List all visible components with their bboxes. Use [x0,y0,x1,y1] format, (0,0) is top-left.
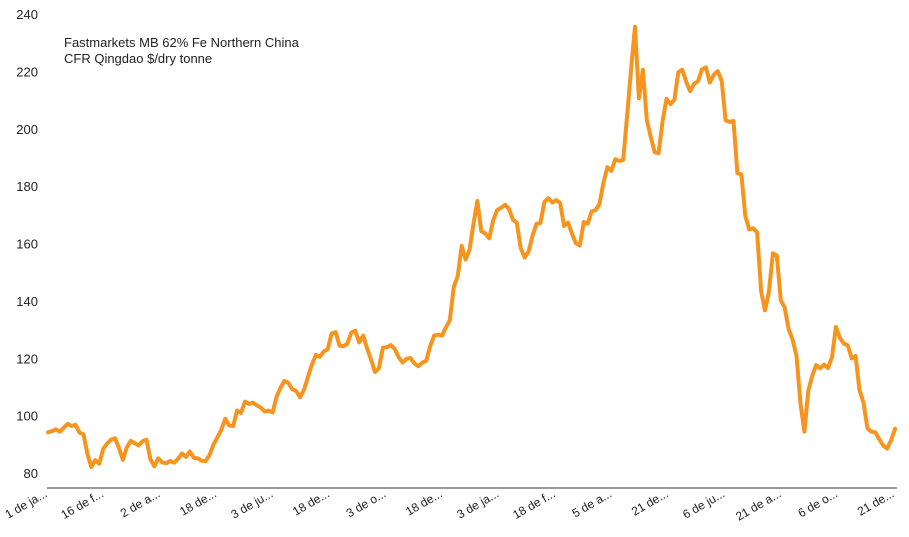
x-tick-label: 5 de a... [570,486,615,520]
y-tick-label: 160 [16,237,38,252]
series-group [46,24,897,469]
y-axis: 80 100 120 140 160 180 200 220 240 [16,7,38,481]
x-tick-label: 16 de f... [59,486,106,521]
x-tick-label: 1 de ja... [3,486,50,521]
x-tick-label: 18 de... [403,486,445,518]
y-tick-label: 180 [16,179,38,194]
x-tick-label: 21 de a... [733,486,783,523]
y-tick-label: 140 [16,294,38,309]
chart-annotation-line-2: CFR Qingdao $/dry tonne [64,51,212,66]
x-tick-label: 18 de f... [510,486,557,521]
y-tick-label: 200 [16,122,38,137]
x-tick-label: 6 de o... [795,486,840,520]
x-tick-label: 21 de... [629,486,671,518]
series-line [46,24,897,469]
chart-annotation-line-1: Fastmarkets MB 62% Fe Northern China [64,35,300,50]
x-axis: 1 de ja... 16 de f... 2 de a... 18 de... 3 d… [3,486,897,524]
x-tick-label: 21 de... [855,486,897,518]
y-tick-label: 220 [16,64,38,79]
y-tick-label: 80 [24,466,38,481]
x-tick-label: 18 de... [177,486,219,518]
y-tick-label: 240 [16,7,38,22]
x-tick-label: 3 de o... [344,486,389,520]
x-tick-label: 18 de... [290,486,332,518]
y-tick-label: 100 [16,409,38,424]
x-tick-label: 2 de a... [118,486,163,520]
x-tick-label: 3 de ja... [454,486,501,521]
y-tick-label: 120 [16,351,38,366]
x-tick-label: 3 de ju... [229,486,276,521]
x-tick-label: 6 de ju... [680,486,727,521]
